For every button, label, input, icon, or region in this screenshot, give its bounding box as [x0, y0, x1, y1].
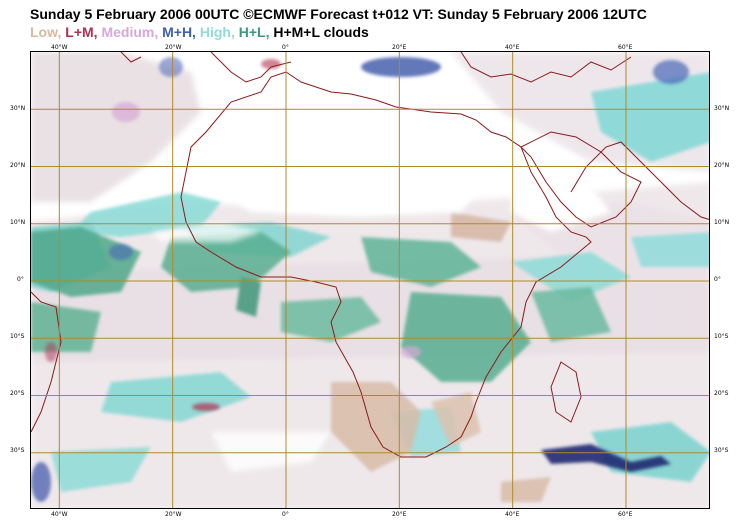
- lat-lon-grid: [31, 52, 709, 508]
- lon-label: 40°E: [505, 511, 520, 518]
- low-medium-spots: [45, 59, 421, 411]
- lon-label: 40°E: [505, 44, 520, 51]
- legend-medium: Medium,: [101, 24, 159, 40]
- lat-label: 30°S: [714, 447, 729, 454]
- lat-label: 20°N: [10, 162, 26, 169]
- iberia-coastline: [210, 52, 292, 83]
- mediterranean-coastline: [460, 52, 632, 83]
- lon-label: 20°W: [165, 511, 182, 518]
- lat-label: 30°N: [10, 105, 26, 112]
- low-cloud-layer: [331, 212, 551, 502]
- lon-label: 20°E: [392, 511, 407, 518]
- lat-label: 10°N: [714, 219, 730, 226]
- lat-label: 20°S: [10, 390, 25, 397]
- lat-label: 30°S: [10, 447, 25, 454]
- legend-medium-high: M+H,: [162, 24, 196, 40]
- lon-label: 20°E: [392, 44, 407, 51]
- south-america-coastline: [31, 291, 62, 433]
- clear-sky-areas: [151, 77, 611, 472]
- map-canvas: [31, 52, 709, 508]
- lat-label: 0°: [714, 276, 721, 283]
- madagascar-coastline: [550, 361, 582, 423]
- north-america-coastline: [120, 52, 142, 63]
- cloud-cover-map: [30, 51, 710, 509]
- lon-label: 60°E: [618, 511, 633, 518]
- lon-label: 0°: [282, 511, 289, 518]
- legend-high: High,: [199, 24, 235, 40]
- lon-label: 0°: [282, 44, 289, 51]
- lon-label: 40°W: [51, 44, 68, 51]
- legend-high-low: H+L,: [238, 24, 270, 40]
- lon-label: 40°W: [51, 511, 68, 518]
- medium-high-cloud-layer: [31, 57, 689, 502]
- lat-label: 10°S: [714, 333, 729, 340]
- cloud-legend: Low, L+M, Medium, M+H, High, H+L, H+M+L …: [30, 24, 369, 40]
- lat-label: 10°S: [10, 333, 25, 340]
- legend-all-levels: H+M+L clouds: [273, 24, 369, 40]
- high-low-cloud-layer: [31, 227, 611, 382]
- lon-label: 60°E: [618, 44, 633, 51]
- lat-label: 10°N: [10, 219, 26, 226]
- legend-low-medium: L+M,: [65, 24, 98, 40]
- lat-label: 30°N: [714, 105, 730, 112]
- asia-coastline: [570, 141, 709, 220]
- lon-label: 20°W: [165, 44, 182, 51]
- map-title: Sunday 5 February 2006 00UTC ©ECMWF Fore…: [30, 6, 647, 22]
- arabia-coastline: [520, 131, 642, 228]
- lat-label: 0°: [17, 276, 24, 283]
- legend-low: Low,: [30, 24, 62, 40]
- lat-label: 20°S: [714, 390, 729, 397]
- lat-label: 20°N: [714, 162, 730, 169]
